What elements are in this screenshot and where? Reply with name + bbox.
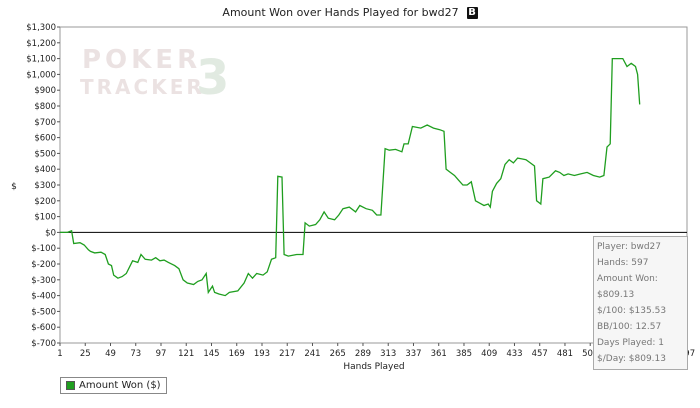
x-tick-label: 409 (481, 349, 497, 359)
x-tick-label: 385 (456, 349, 472, 359)
x-tick-label: 265 (330, 349, 346, 359)
x-tick-label: 361 (431, 349, 447, 359)
y-tick-label: $1,300 (26, 23, 56, 33)
x-tick-label: 433 (506, 349, 522, 359)
watermark-numeral: 3 (196, 50, 229, 106)
x-tick-label: 73 (130, 349, 141, 359)
legend[interactable]: Amount Won ($) (60, 377, 167, 394)
watermark-poker: POKER (82, 45, 201, 75)
y-tick-label: $-300 (31, 276, 56, 286)
x-tick-label: 145 (203, 349, 219, 359)
y-tick-label: $0 (45, 228, 56, 238)
legend-swatch (66, 380, 75, 390)
y-tick-label: $500 (34, 149, 56, 159)
y-tick-label: $300 (34, 181, 56, 191)
stats-days-played: Days Played: 1 (597, 338, 664, 348)
y-tick-label: $700 (34, 118, 56, 128)
y-tick-label: $600 (34, 134, 56, 144)
x-tick-label: 337 (405, 349, 421, 359)
y-tick-label: $400 (34, 165, 56, 175)
x-tick-label: 505 (582, 349, 598, 359)
x-tick-label: 193 (254, 349, 270, 359)
watermark-tracker: TRACKER (80, 75, 205, 99)
stats-player: Player: bwd27 (597, 242, 661, 252)
y-tick-label: $200 (34, 197, 56, 207)
series-line-amount-won (60, 57, 641, 297)
x-tick-label: 1 (57, 349, 62, 359)
y-tick-label: $800 (34, 102, 56, 112)
stats-amount-won: Amount Won: $809.13 (597, 274, 658, 300)
x-tick-label: 457 (532, 349, 548, 359)
y-tick-label: $-200 (31, 260, 56, 270)
y-tick-label: $1,000 (26, 70, 56, 80)
stats-per-100: $/100: $135.53 (597, 306, 667, 316)
y-tick-label: $1,100 (26, 55, 56, 65)
watermark: POKER 3 TRACKER (80, 45, 229, 106)
legend-label: Amount Won ($) (79, 380, 161, 391)
stats-box: Player: bwd27 Hands: 597 Amount Won: $80… (593, 236, 688, 370)
y-tick-label: $-600 (31, 323, 56, 333)
x-tick-label: 289 (355, 349, 371, 359)
y-tick-label: $-700 (31, 339, 56, 349)
y-axis: $-700 $-600 $-500 $-400 $-300 $-200 $-100 $0 $10… (26, 23, 60, 349)
y-tick-label: $1,200 (26, 39, 56, 49)
y-tick-label: $100 (34, 213, 56, 223)
y-axis-label: $ (11, 182, 17, 192)
x-tick-label: 49 (105, 349, 116, 359)
x-tick-label: 217 (279, 349, 295, 359)
stats-bb-100: BB/100: 12.57 (597, 322, 662, 332)
title-badge[interactable]: B (466, 7, 478, 19)
stats-per-day: $/Day: $809.13 (597, 354, 666, 364)
x-tick-label: 169 (229, 349, 245, 359)
chart-title: Amount Won over Hands Played for bwd27 B (0, 6, 700, 19)
x-tick-label: 97 (156, 349, 167, 359)
x-tick-label: 25 (80, 349, 91, 359)
chart-title-text: Amount Won over Hands Played for bwd27 (222, 6, 459, 19)
x-tick-label: 481 (557, 349, 573, 359)
stats-hands: Hands: 597 (597, 258, 649, 268)
y-tick-label: $-400 (31, 292, 56, 302)
y-tick-label: $-100 (31, 244, 56, 254)
y-tick-label: $900 (34, 86, 56, 96)
x-tick-label: 313 (380, 349, 396, 359)
x-tick-label: 121 (178, 349, 194, 359)
x-tick-label: 241 (304, 349, 320, 359)
y-tick-label: $-500 (31, 307, 56, 317)
x-axis-label: Hands Played (343, 362, 404, 372)
